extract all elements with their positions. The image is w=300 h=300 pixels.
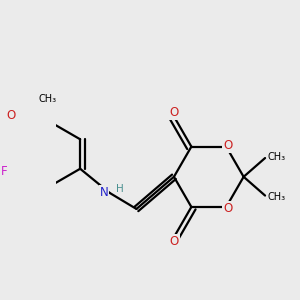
Text: CH₃: CH₃ <box>268 192 286 202</box>
Text: CH₃: CH₃ <box>38 94 57 104</box>
Text: F: F <box>1 165 8 178</box>
Text: O: O <box>169 106 178 119</box>
Text: O: O <box>169 235 178 248</box>
Text: O: O <box>223 139 232 152</box>
Text: O: O <box>223 202 232 215</box>
Text: H: H <box>116 184 124 194</box>
Text: CH₃: CH₃ <box>268 152 286 162</box>
Text: N: N <box>100 186 108 200</box>
Text: O: O <box>7 109 16 122</box>
